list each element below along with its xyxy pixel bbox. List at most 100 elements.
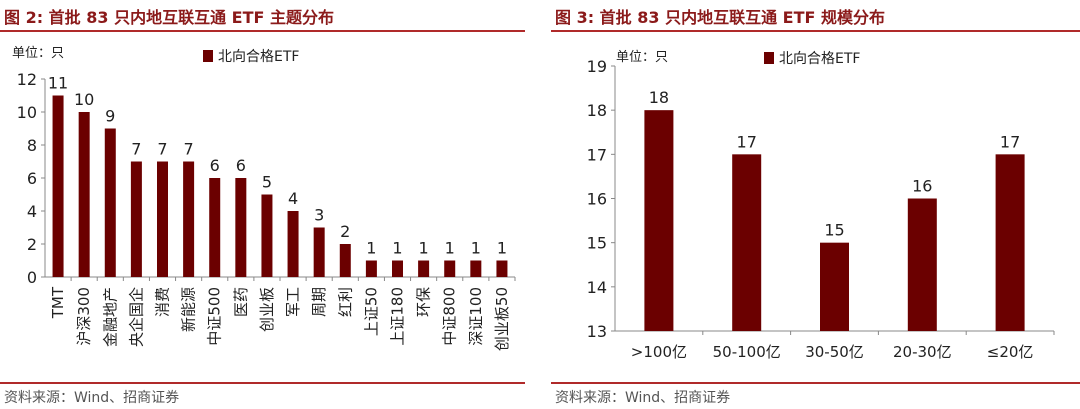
unit-label: 单位：只	[616, 50, 668, 65]
data-label: 15	[824, 221, 844, 240]
bar	[52, 95, 64, 277]
bar	[907, 198, 937, 331]
category-label: 央企国企	[127, 287, 145, 347]
category-label: 中证800	[441, 287, 459, 346]
source-note: 资料来源：Wind、招商证券	[555, 390, 731, 406]
title-rule	[551, 30, 1080, 32]
data-label: 1	[471, 239, 481, 258]
bar	[444, 260, 456, 277]
y-tick-label: 2	[27, 235, 37, 254]
category-label: 30-50亿	[805, 343, 864, 361]
data-label: 1	[392, 239, 402, 258]
data-label: 7	[131, 140, 141, 159]
bar	[261, 194, 273, 277]
chart-title: 图 3: 首批 83 只内地互联互通 ETF 规模分布	[555, 8, 885, 27]
category-label: 深证100	[467, 287, 485, 346]
y-tick-label: 17	[587, 145, 607, 164]
bar	[732, 154, 762, 331]
legend-label: 北向合格ETF	[779, 51, 860, 67]
category-label: >100亿	[631, 343, 687, 361]
category-label: 上证180	[389, 287, 407, 346]
category-label: 环保	[415, 287, 433, 317]
y-tick-label: 0	[27, 268, 37, 287]
data-label: 11	[48, 74, 68, 93]
bar	[157, 161, 168, 277]
chart-panel-size: 图 3: 首批 83 只内地互联互通 ETF 规模分布 单位：只 北向合格ETF 1…	[551, 0, 1080, 409]
data-label: 16	[912, 177, 932, 196]
bar	[183, 161, 195, 277]
source-rule	[0, 382, 525, 384]
data-label: 1	[445, 239, 455, 258]
data-label: 1	[419, 239, 429, 258]
size-bar-chart: 单位：只 北向合格ETF 13 14 15 16 17 18 19 18 >100亿 17 50-100…	[587, 50, 1055, 361]
y-tick-label: 6	[27, 169, 37, 188]
y-tick-label: 13	[587, 322, 607, 341]
category-label: 50-100亿	[713, 343, 781, 361]
y-tick-label: 10	[17, 103, 37, 122]
bar	[209, 178, 221, 277]
data-label: 1	[366, 239, 376, 258]
category-label: TMT	[49, 286, 67, 319]
data-label: 4	[288, 189, 298, 208]
category-label: 消费	[154, 287, 172, 317]
y-tick-label: 4	[27, 202, 37, 221]
y-tick-label: 19	[587, 57, 607, 76]
data-label: 6	[210, 156, 220, 175]
chart-panel-theme: 图 2: 首批 83 只内地互联互通 ETF 主题分布 单位：只 北向合格ETF 0…	[0, 0, 525, 409]
source-rule	[551, 382, 1080, 384]
source-note: 资料来源：Wind、招商证券	[4, 390, 180, 406]
category-label: 创业板50	[493, 287, 511, 351]
bar	[365, 260, 377, 277]
category-label: 周期	[310, 287, 328, 317]
data-label: 9	[105, 107, 115, 126]
data-label: 2	[340, 222, 350, 241]
bar	[104, 128, 116, 277]
category-label: 新能源	[180, 287, 198, 332]
bar	[235, 178, 247, 277]
legend-swatch	[203, 50, 213, 62]
data-label: 6	[236, 156, 246, 175]
category-label: ≤20亿	[987, 343, 1034, 361]
y-tick-label: 18	[587, 101, 607, 120]
bar	[130, 161, 142, 277]
bar	[313, 227, 325, 277]
category-label: 医药	[232, 287, 250, 317]
bar	[339, 244, 351, 277]
category-label: 金融地产	[101, 287, 119, 347]
bar	[644, 110, 674, 332]
category-label: 20-30亿	[893, 343, 952, 361]
category-label: 军工	[284, 287, 302, 317]
bar	[995, 154, 1025, 331]
data-label: 3	[314, 206, 324, 225]
data-label: 18	[649, 88, 669, 107]
data-label: 1	[497, 239, 507, 258]
chart-title: 图 2: 首批 83 只内地互联互通 ETF 主题分布	[4, 8, 334, 27]
y-tick-label: 12	[17, 70, 37, 89]
category-label: 创业板	[258, 287, 276, 332]
category-label: 红利	[336, 287, 354, 317]
unit-label: 单位：只	[12, 46, 64, 61]
y-tick-label: 16	[587, 190, 607, 209]
data-label: 7	[157, 140, 167, 159]
data-label: 10	[74, 90, 94, 109]
legend-swatch	[764, 52, 774, 64]
category-label: 沪深300	[75, 287, 93, 346]
bar	[418, 260, 430, 277]
bar	[820, 242, 849, 331]
y-tick-label: 8	[27, 136, 37, 155]
title-rule	[0, 30, 525, 32]
bar	[470, 260, 482, 277]
data-label: 7	[184, 140, 194, 159]
category-label: 中证500	[206, 287, 224, 346]
legend-label: 北向合格ETF	[218, 49, 299, 65]
bar	[78, 112, 90, 277]
data-label: 17	[1000, 132, 1020, 151]
y-tick-label: 15	[587, 234, 607, 253]
bar	[392, 260, 403, 277]
category-label: 上证50	[362, 287, 380, 336]
bar	[496, 260, 508, 277]
y-tick-label: 14	[587, 278, 607, 297]
data-label: 5	[262, 173, 272, 192]
data-label: 17	[737, 132, 757, 151]
